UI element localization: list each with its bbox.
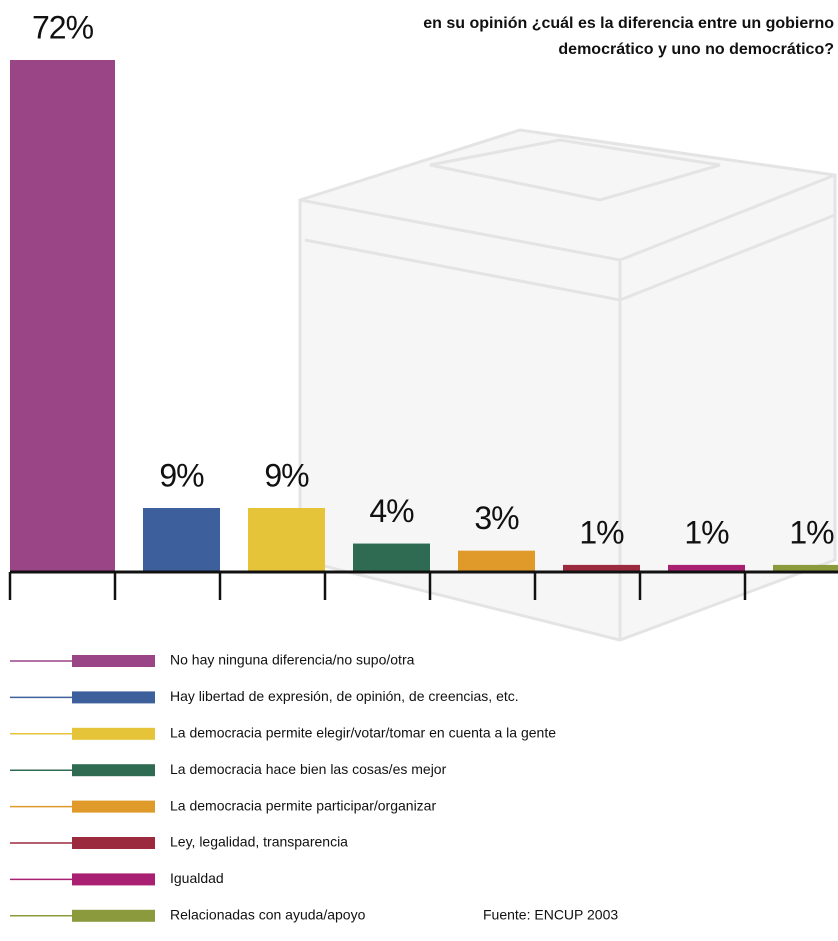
bar (458, 550, 535, 572)
legend-swatch (72, 873, 155, 886)
legend-label: La democracia permite elegir/votar/tomar… (170, 725, 556, 741)
legend-swatch (72, 909, 155, 922)
value-label: 1% (789, 514, 834, 550)
value-label: 72% (32, 9, 94, 45)
bar (668, 564, 745, 572)
source: Fuente: ENCUP 2003 (483, 907, 618, 923)
bar (353, 543, 430, 572)
legend-label: La democracia hace bien las cosas/es mej… (170, 761, 447, 777)
bar (248, 508, 325, 572)
value-label: 4% (369, 493, 414, 529)
legend-swatch (72, 691, 155, 704)
bar (10, 60, 115, 572)
ballot-box-illustration (298, 128, 837, 642)
legend-swatch (72, 655, 155, 667)
legend-swatch (72, 800, 155, 813)
legend-swatch (72, 837, 155, 849)
legend-label: La democracia permite participar/organiz… (170, 797, 436, 813)
value-label: 1% (579, 514, 624, 550)
legend-swatch (72, 764, 155, 777)
legend-label: Hay libertad de expresión, de opinión, d… (170, 688, 519, 704)
chart-title: democrático y uno no democrático? (558, 41, 834, 58)
value-label: 1% (684, 514, 729, 550)
legend-label: No hay ninguna diferencia/no supo/otra (170, 652, 415, 668)
bar (563, 564, 640, 572)
legend-swatch (72, 727, 155, 740)
bar (773, 564, 838, 572)
legend-label: Igualdad (170, 870, 224, 886)
value-label: 9% (159, 457, 204, 493)
value-label: 3% (474, 500, 519, 536)
chart-title: en su opinión ¿cuál es la diferencia ent… (423, 15, 834, 32)
value-label: 9% (264, 457, 309, 493)
legend-label: Relacionadas con ayuda/apoyo (170, 907, 366, 923)
legend-label: Ley, legalidad, transparencia (170, 834, 348, 850)
bar (143, 508, 220, 572)
